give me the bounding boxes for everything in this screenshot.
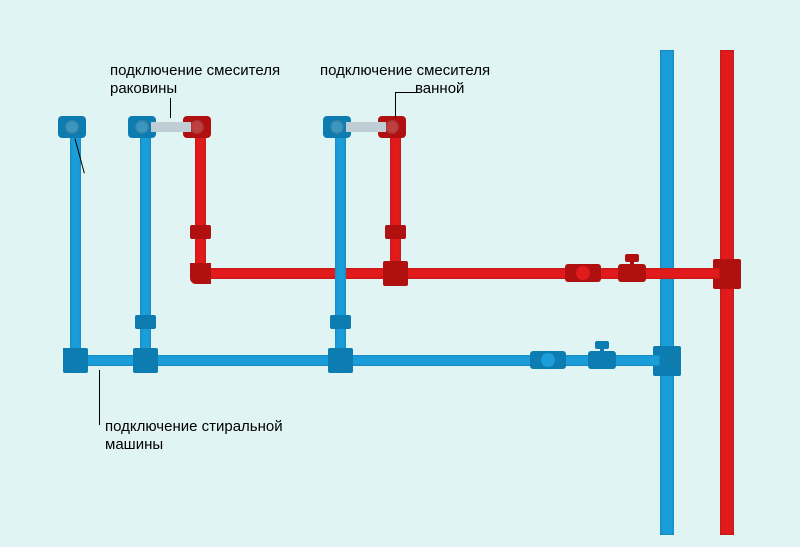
sink-hot-elbow [190,263,211,284]
washer-label-l2: машины [105,436,283,454]
bath-leader-h [395,92,417,93]
washer-label-l1: подключение стиральной [105,418,283,436]
bath-cold-coupling [330,315,351,329]
bath-hot-coupling [385,225,406,239]
sink-cold-coupling [135,315,156,329]
sink-leader [170,98,171,118]
bath-mixer-label-l2: ванной [320,80,490,98]
sink-mixer-label: подключение смесителя раковины [110,62,280,98]
bath-cold-tee [328,348,353,373]
bath-leader-v [395,92,396,118]
washer-elbow [63,348,81,366]
bath-hot-branch [390,130,401,275]
bath-mixer-bar [346,122,386,132]
cold-meter [530,345,566,373]
sink-hot-branch [195,130,206,275]
cold-shutoff-valve[interactable] [588,345,616,373]
washer-branch-pipe [70,130,81,362]
sink-cold-tee [133,348,158,373]
sink-mixer-bar [151,122,191,132]
hot-shutoff-valve[interactable] [618,258,646,286]
cold-main-pipe [70,355,660,366]
sink-mixer-label-l2: раковины [110,80,280,98]
hot-riser-pipe [720,50,734,535]
bath-hot-tee [383,261,408,286]
washer-leader-v [99,370,100,425]
washer-label: подключение стиральной машины [105,418,283,454]
bath-mixer-label-l1: подключение смесителя [320,62,490,80]
sink-mixer-label-l1: подключение смесителя [110,62,280,80]
hot-meter [565,258,601,286]
cold-riser-pipe [660,50,674,535]
washer-outlet[interactable] [58,116,86,138]
sink-hot-coupling [190,225,211,239]
